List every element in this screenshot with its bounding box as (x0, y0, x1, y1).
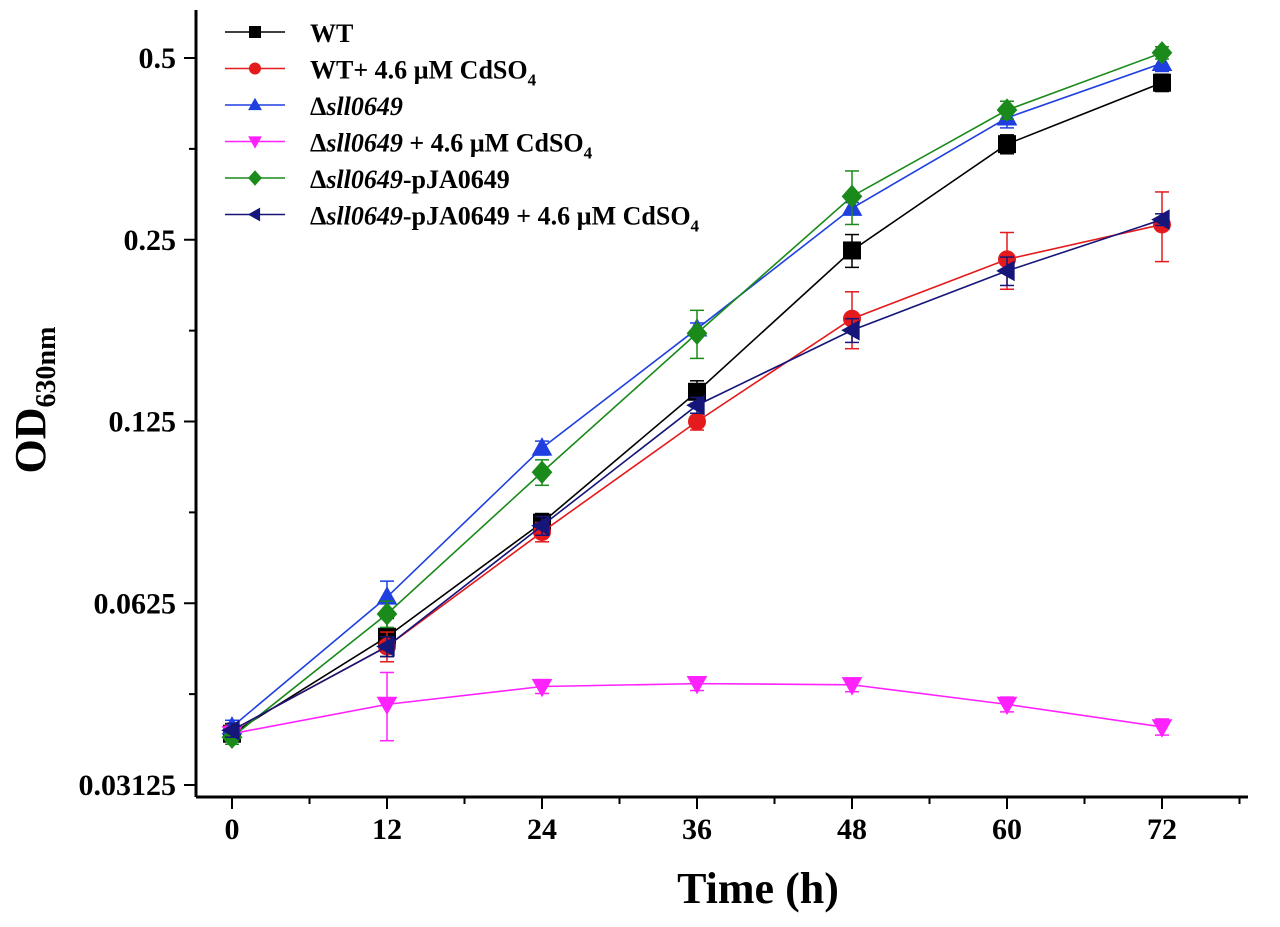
legend-label: Δsll0649-pJA0649 + 4.6 µM CdSO4 (310, 202, 700, 236)
y-axis: 0.03125 0.0625 0.125 0.25 0.5 (79, 42, 196, 802)
x-tick-label: 36 (682, 813, 712, 846)
data-point (376, 602, 398, 626)
data-point (1151, 41, 1173, 65)
data-point (531, 515, 550, 537)
x-tick-label: 72 (1147, 813, 1177, 846)
data-point (221, 719, 240, 741)
legend-item-sll0649-pja0649-4-6-m-cdso4: Δsll0649-pJA0649 + 4.6 µM CdSO4 (225, 202, 700, 236)
data-point (1151, 719, 1173, 738)
data-point (531, 437, 553, 456)
y-tick-label: 0.25 (124, 224, 177, 257)
data-point (376, 586, 398, 605)
data-point (996, 696, 1018, 716)
legend-marker (248, 170, 262, 186)
legend-item-sll0649-4-6-m-cdso4: Δsll0649 + 4.6 µM CdSO4 (225, 129, 593, 163)
y-tick-label: 0.5 (139, 42, 177, 75)
legend-label: WT (310, 19, 353, 48)
y-tick-label: 0.03125 (79, 769, 177, 802)
data-point (686, 321, 708, 345)
legend-marker (248, 97, 262, 111)
x-tick-label: 24 (527, 813, 557, 846)
y-axis-title: OD630nm (6, 327, 62, 474)
y-axis-title-main: OD (6, 407, 55, 473)
legend-marker (248, 136, 262, 149)
series-wt-4-6-m-cdso4 (223, 191, 1171, 740)
legend-item-sll0649: Δsll0649 (225, 92, 403, 121)
y-tick-label: 0.125 (109, 406, 177, 439)
series-line (231, 218, 1163, 731)
legend-item-wt-4-6-m-cdso4: WT+ 4.6 µM CdSO4 (225, 56, 537, 90)
x-tick-label: 48 (837, 813, 867, 846)
data-point (376, 696, 398, 716)
series-sll0649-4-6-m-cdso4 (221, 671, 1173, 745)
data-point (376, 636, 395, 657)
plot-frame (194, 10, 1248, 799)
series-sll0649-pja0649-4-6-m-cdso4 (221, 209, 1170, 741)
x-tick-label: 12 (372, 813, 402, 846)
data-point (688, 382, 706, 401)
data-point (996, 98, 1018, 122)
data-point (841, 677, 863, 696)
legend-label: Δsll0649-pJA0649 (310, 165, 510, 194)
data-point (1151, 209, 1170, 230)
data-point (841, 184, 863, 209)
data-point (996, 260, 1015, 282)
data-point (686, 394, 705, 416)
x-axis: 0 12 24 36 48 60 72 (225, 797, 1241, 846)
data-point (531, 678, 553, 698)
data-point (843, 241, 861, 260)
series-layer (221, 41, 1173, 749)
legend-label: Δsll0649 (310, 92, 403, 121)
legend-label: WT+ 4.6 µM CdSO4 (310, 56, 537, 90)
x-axis-title: Time (h) (677, 864, 839, 913)
legend-marker (247, 207, 261, 222)
x-tick-label: 0 (225, 813, 240, 846)
legend-item-wt: WT (225, 19, 353, 48)
data-point (841, 319, 860, 341)
x-tick-label: 60 (992, 813, 1022, 846)
y-tick-label: 0.0625 (94, 587, 177, 620)
data-point (998, 135, 1016, 154)
data-point (531, 460, 553, 484)
legend-marker (249, 62, 261, 75)
legend-label: Δsll0649 + 4.6 µM CdSO4 (310, 129, 593, 163)
data-point (1153, 73, 1171, 92)
legend-item-sll0649-pja0649: Δsll0649-pJA0649 (225, 165, 510, 194)
data-point (686, 675, 708, 695)
legend-marker (249, 26, 261, 38)
y-axis-title-sub: 630nm (31, 327, 62, 408)
data-point (688, 412, 706, 431)
